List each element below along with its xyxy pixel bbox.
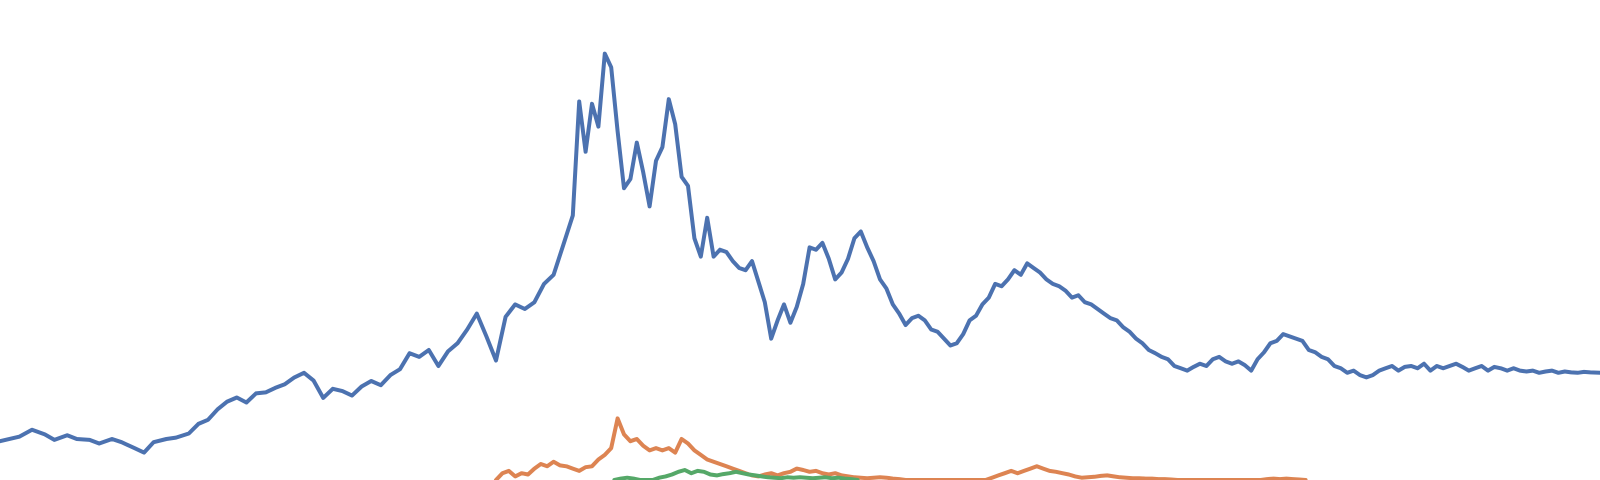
series-layer bbox=[0, 51, 1600, 480]
series-line-1 bbox=[0, 51, 1600, 455]
series-line-2 bbox=[494, 416, 1308, 480]
series-line-3 bbox=[612, 468, 860, 480]
